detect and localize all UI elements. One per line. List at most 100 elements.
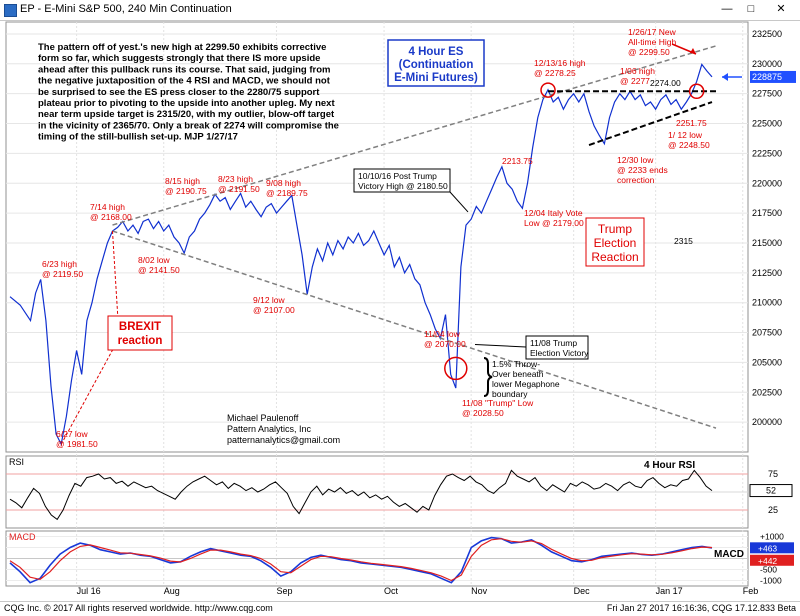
commentary-text-line-0: The pattern off of yest.'s new high at 2… bbox=[38, 42, 326, 53]
ann-6-23-line-1: @ 2119.50 bbox=[42, 269, 83, 279]
ann-12-30-line-2: correction bbox=[617, 175, 655, 185]
rsi-tick-0: 75 bbox=[768, 469, 778, 479]
y-tick-label-12: 230000 bbox=[752, 59, 782, 69]
y-tick-label-1: 202500 bbox=[752, 387, 782, 397]
commentary-text-line-6: near term upside target is 2315/20, with… bbox=[38, 109, 335, 120]
title-box-line-1: (Continuation bbox=[399, 59, 474, 71]
macd-title-label: MACD bbox=[714, 549, 744, 560]
macd-fast-badge bbox=[750, 542, 794, 554]
upper-megaphone-line bbox=[112, 45, 717, 226]
commentary-text-line-7: in the vicinity of 2365/70. Only a break… bbox=[38, 120, 339, 131]
ann-2251-line-0: 2251.75 bbox=[676, 118, 707, 128]
y-tick-label-5: 212500 bbox=[752, 268, 782, 278]
close-button[interactable]: ✕ bbox=[776, 3, 786, 15]
ann-throw-line-2: lower Megaphone bbox=[492, 379, 560, 389]
x-tick-label-4: Nov bbox=[471, 586, 488, 596]
trump-low-circle bbox=[444, 356, 468, 381]
title-box bbox=[387, 39, 485, 87]
y-tick-label-0: 200000 bbox=[752, 417, 782, 427]
price-line bbox=[9, 63, 713, 447]
macd-slow-value: +442 bbox=[758, 556, 777, 566]
ann-1-12-line-0: 1/ 12 low bbox=[668, 130, 703, 140]
ann-11-08-trump-line-1: Election Victory bbox=[530, 348, 589, 358]
ann-12-30-line-1: @ 2233 ends bbox=[617, 165, 668, 175]
trump-reaction-box bbox=[585, 217, 645, 267]
x-tick-label-5: Dec bbox=[574, 586, 591, 596]
ann-10-10-line-0: 10/10/16 Post Trump bbox=[358, 171, 437, 181]
timestamp-text: Fri Jan 27 2017 16:16:36, CQG 17.12.833 … bbox=[606, 603, 796, 613]
y-tick-label-3: 207500 bbox=[752, 328, 782, 338]
last-price-label: 228875 bbox=[752, 72, 782, 82]
ann-1-06-line-1: @ 2277 bbox=[620, 76, 650, 86]
ann-6-27-line-1: @ 1981.50 bbox=[56, 439, 98, 449]
rsi-line bbox=[9, 469, 713, 521]
ann-1-26-line-2: @ 2299.50 bbox=[628, 47, 670, 57]
minimize-button[interactable]: — bbox=[721, 3, 733, 15]
brexit-box bbox=[107, 315, 173, 351]
commentary-text-line-4: be surprised to see the ES press closer … bbox=[38, 87, 320, 98]
macd-fast-value: +463 bbox=[758, 543, 777, 553]
ann-1-26-line-1: All-time High bbox=[628, 37, 676, 47]
breakout-circle bbox=[688, 83, 705, 100]
rsi-last-badge bbox=[749, 484, 793, 498]
macd-slow-line bbox=[9, 538, 713, 582]
last-price-arrowhead bbox=[722, 72, 728, 81]
last-price-badge bbox=[750, 70, 796, 83]
y-tick-label-11: 227500 bbox=[752, 89, 782, 99]
macd-panel-label: MACD bbox=[9, 532, 36, 542]
macd-tick-4: -1000 bbox=[760, 576, 782, 586]
y-tick-label-6: 215000 bbox=[752, 238, 782, 248]
rising-support-line bbox=[588, 101, 713, 146]
ann-9-12-line-1: @ 2107.00 bbox=[253, 305, 295, 315]
ann-2213-line-0: 2213.75 bbox=[502, 156, 533, 166]
ann-12-13-line-1: @ 2278.25 bbox=[534, 68, 576, 78]
ann-12-30-line-0: 12/30 low bbox=[617, 155, 654, 165]
election-victory-pointer bbox=[474, 344, 527, 348]
x-tick-label-1: Aug bbox=[164, 586, 180, 596]
rsi-last-value: 52 bbox=[766, 486, 776, 496]
y-tick-label-2: 205000 bbox=[752, 357, 782, 367]
x-tick-label-2: Sep bbox=[276, 586, 292, 596]
brexit-line-1: reaction bbox=[118, 335, 163, 347]
ann-8-15-line-0: 8/15 high bbox=[165, 176, 200, 186]
lower-megaphone-line bbox=[112, 230, 717, 429]
y-tick-label-9: 222500 bbox=[752, 148, 782, 158]
ann-8-23-line-1: @ 2191.50 bbox=[218, 184, 260, 194]
ann-9-08-line-1: @ 2189.75 bbox=[266, 188, 308, 198]
x-tick-label-7: Feb bbox=[743, 586, 759, 596]
commentary-text-line-3: the negative juxtaposition of the 4 RSI … bbox=[38, 76, 331, 87]
ann-12-04-line-1: Low @ 2179.00 bbox=[524, 218, 584, 228]
ann-7-14-line-1: @ 2168.00 bbox=[90, 212, 132, 222]
trump-reaction-line-1: Election bbox=[594, 236, 637, 250]
rsi-title-label: 4 Hour RSI bbox=[644, 460, 695, 471]
ann-2315-line-0: 2315 bbox=[674, 236, 693, 246]
ann-11-08-trump-line-0: 11/08 Trump bbox=[530, 338, 577, 348]
ann-throw-line-1: Over beneath bbox=[492, 369, 544, 379]
ann-7-14-line-0: 7/14 high bbox=[90, 202, 125, 212]
maximize-button[interactable]: □ bbox=[747, 3, 755, 15]
rsi-panel-label: RSI bbox=[9, 457, 24, 467]
brexit-line-0: BREXIT bbox=[119, 321, 161, 333]
dec13-high-circle bbox=[540, 82, 556, 98]
author-text-line-1: Pattern Analytics, Inc bbox=[227, 424, 312, 434]
macd-tick-0: +1000 bbox=[760, 532, 784, 542]
throw-over-brace bbox=[483, 357, 493, 397]
copyright-text: CQG Inc. © 2017 All rights reserved worl… bbox=[4, 603, 273, 613]
ann-11-04-line-1: @ 2070.00 bbox=[424, 339, 466, 349]
ann-11-08-low-line-1: @ 2028.50 bbox=[462, 408, 504, 418]
author-text-line-0: Michael Paulenoff bbox=[227, 413, 299, 423]
ath-arrowhead bbox=[690, 48, 696, 54]
macd-slow-badge bbox=[750, 554, 794, 566]
ann-9-12-line-0: 9/12 low bbox=[253, 295, 286, 305]
y-tick-label-4: 210000 bbox=[752, 298, 782, 308]
ann-2274-line-0: 2274.00 bbox=[650, 78, 681, 88]
ann-8-02-line-0: 8/02 low bbox=[138, 255, 171, 265]
ann-11-08-low-line-0: 11/08 "Trump" Low bbox=[462, 398, 534, 408]
y-tick-label-13: 232500 bbox=[752, 29, 782, 39]
macd-tick-3: -500 bbox=[760, 565, 777, 575]
y-tick-label-7: 217500 bbox=[752, 208, 782, 218]
window-title: EP - E-Mini S&P 500, 240 Min Continuatio… bbox=[20, 3, 232, 15]
ann-throw-line-0: 1.5% Throw- bbox=[492, 359, 540, 369]
